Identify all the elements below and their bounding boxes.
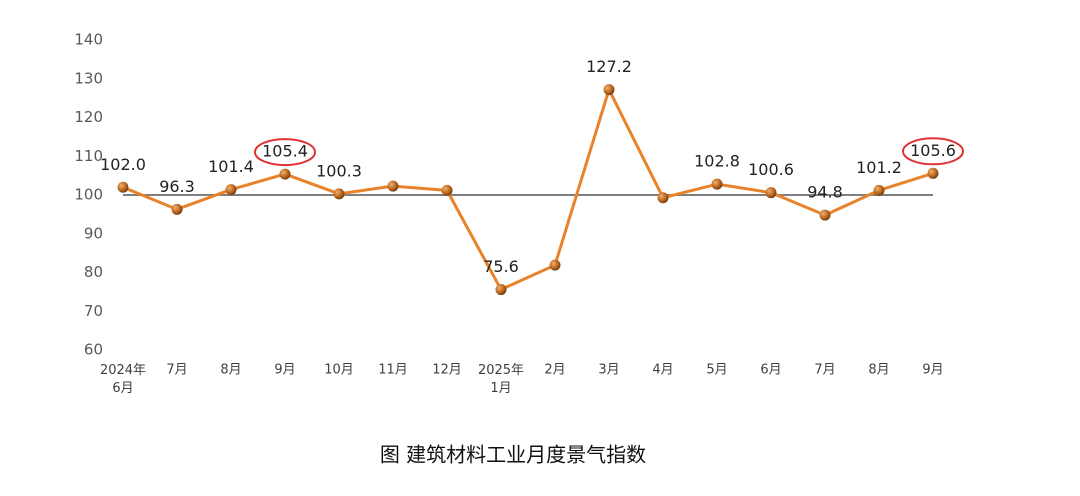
data-point bbox=[819, 209, 831, 221]
data-point bbox=[927, 167, 939, 179]
data-point bbox=[657, 192, 669, 204]
x-tick-label: 7月 bbox=[166, 363, 187, 378]
x-tick-label: 8月 bbox=[220, 363, 241, 378]
y-tick-label: 120 bbox=[74, 108, 103, 126]
data-point bbox=[495, 284, 507, 296]
y-tick-label: 140 bbox=[74, 31, 103, 49]
data-label: 105.6 bbox=[910, 141, 956, 160]
data-label: 101.4 bbox=[208, 157, 254, 176]
y-tick-label: 110 bbox=[74, 147, 103, 165]
data-point bbox=[873, 184, 885, 196]
data-label: 101.2 bbox=[856, 158, 902, 177]
highlight-ring bbox=[254, 138, 316, 167]
data-label: 102.8 bbox=[694, 152, 740, 171]
data-label: 105.4 bbox=[262, 142, 308, 161]
x-tick-label: 11月 bbox=[378, 363, 408, 378]
x-tick-label: 9月 bbox=[922, 363, 943, 378]
y-tick-label: 80 bbox=[84, 263, 103, 281]
chart-title: 图 建筑材料工业月度景气指数 bbox=[380, 443, 646, 467]
highlight-ring bbox=[902, 137, 964, 166]
data-point bbox=[711, 178, 723, 190]
data-label: 96.3 bbox=[159, 177, 195, 196]
data-point bbox=[765, 187, 777, 199]
x-tick-label: 10月 bbox=[324, 363, 354, 378]
data-point bbox=[333, 188, 345, 200]
data-label: 94.8 bbox=[807, 183, 843, 202]
series-line bbox=[122, 88, 934, 292]
x-tick-label: 4月 bbox=[652, 363, 673, 378]
x-tick-label: 6月 bbox=[760, 363, 781, 378]
x-tick-label: 5月 bbox=[706, 363, 727, 378]
x-tick-label: 2024年 6月 bbox=[100, 363, 146, 396]
y-tick-label: 60 bbox=[84, 341, 103, 359]
y-tick-label: 90 bbox=[84, 224, 103, 242]
data-point bbox=[549, 259, 561, 271]
y-tick-label: 130 bbox=[74, 69, 103, 87]
data-label: 102.0 bbox=[100, 155, 146, 174]
data-point bbox=[387, 180, 399, 192]
x-tick-label: 2月 bbox=[544, 363, 565, 378]
y-tick-label: 70 bbox=[84, 302, 103, 320]
x-tick-label: 12月 bbox=[432, 363, 462, 378]
data-label: 75.6 bbox=[483, 257, 519, 276]
data-point bbox=[441, 184, 453, 196]
x-tick-label: 7月 bbox=[814, 363, 835, 378]
x-tick-label: 3月 bbox=[598, 363, 619, 378]
x-tick-label: 2025年 1月 bbox=[478, 363, 524, 396]
y-tick-label: 100 bbox=[74, 186, 103, 204]
data-point bbox=[603, 84, 615, 96]
data-label: 127.2 bbox=[586, 57, 632, 76]
data-point bbox=[171, 203, 183, 215]
x-tick-label: 9月 bbox=[274, 363, 295, 378]
x-tick-label: 8月 bbox=[868, 363, 889, 378]
data-label: 100.3 bbox=[316, 161, 362, 180]
data-point bbox=[117, 181, 129, 193]
data-point bbox=[279, 168, 291, 180]
data-point bbox=[225, 184, 237, 196]
data-label: 100.6 bbox=[748, 160, 794, 179]
